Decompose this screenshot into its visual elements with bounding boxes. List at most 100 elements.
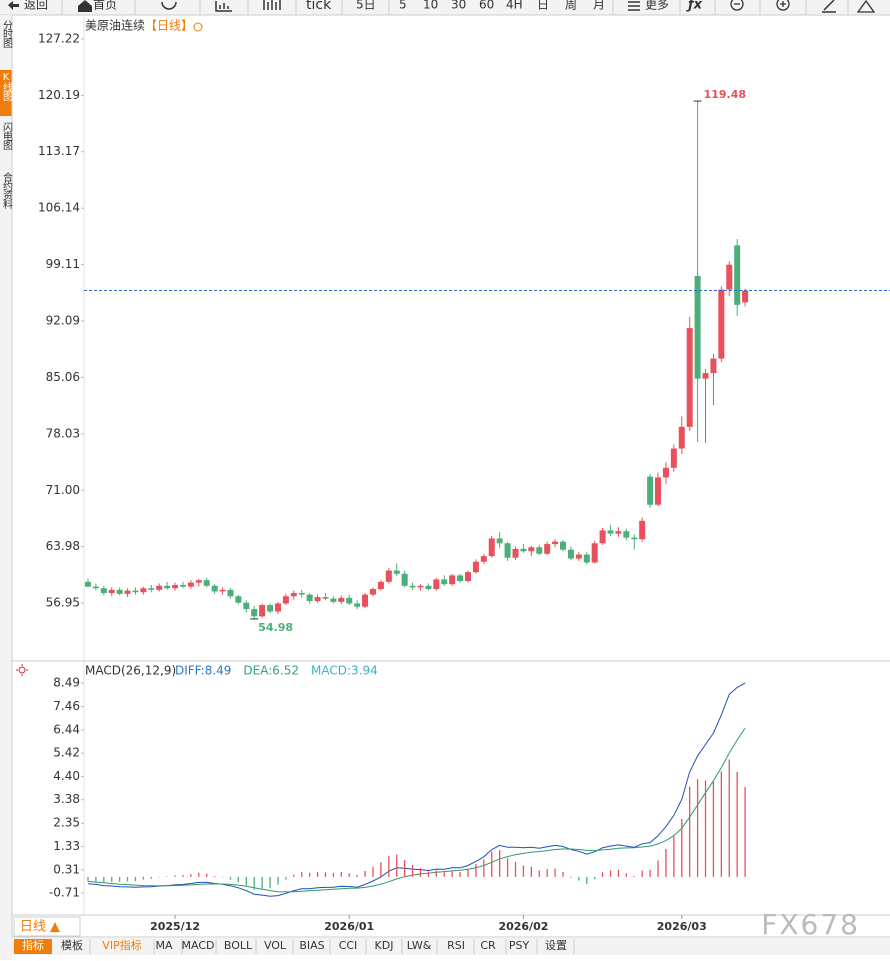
candle-body [195,580,202,583]
indicator-tab[interactable]: BIAS [299,939,324,952]
candle-body [306,594,313,602]
y-tick-label: 71.00 [46,483,80,497]
candle-body [187,582,194,587]
candle-body [623,531,630,538]
toolbar-button[interactable]: 30 [451,0,466,12]
indicator-tab[interactable]: MACD [182,939,215,952]
toolbar-buttons: 返回 首页 tick 5日 5 10 30 60 4H 日 周 月 更多 ƒx [24,0,876,15]
sidebar-tab[interactable]: 合约资料 [1,171,13,210]
candle-body [219,589,226,592]
candle-body [100,588,107,594]
indicator-tab[interactable]: VIP指标 [102,938,141,952]
indicator-tab[interactable]: CR [480,939,496,952]
indicator-tab[interactable]: 模板 [61,938,83,952]
toolbar-button[interactable]: 返回 [24,0,48,12]
candle-body [282,596,289,604]
legend-entry: DIFF:8.49 [175,664,231,678]
x-tick-label: 2026/03 [657,920,707,933]
candle-body [354,603,361,607]
candle-body [528,547,535,552]
toolbar-button[interactable]: tick [306,0,332,13]
fx-icon[interactable]: ƒx [686,0,703,13]
sidebar-tab[interactable]: 分时图 [1,20,13,49]
candle-body [488,538,495,557]
toolbar-button[interactable]: 首页 [93,0,117,12]
indicator-tab[interactable]: VOL [264,939,287,952]
x-tick-label: 2025/12 [150,920,200,933]
indicator-tab[interactable]: MA [155,939,172,952]
candle-body [84,581,91,587]
y-tick-label: 7.46 [53,699,80,713]
candle-body [433,579,440,590]
toolbar-button[interactable]: 周 [565,0,577,12]
candle-body [639,520,646,540]
y-tick-label: 63.98 [46,539,80,553]
indicator-tab[interactable]: PSY [509,939,530,952]
period-selector[interactable]: 日线 ▲ [20,920,60,935]
candle-body [227,589,234,597]
indicator-tab[interactable]: KDJ [375,939,394,952]
candle-body [132,590,139,593]
x-tick-label: 2026/01 [324,920,374,933]
indicator-tab[interactable]: CCI [339,939,358,952]
toolbar-button[interactable]: 60 [479,0,494,12]
candle-body [726,264,733,290]
candle-body [449,575,456,585]
indicator-tab[interactable]: LW& [407,939,432,952]
toolbar-button[interactable]: 4H [506,0,523,12]
y-tick-label: 78.03 [46,426,80,440]
chart-subtitle: 【日线】 [145,19,193,33]
candle-body [346,597,353,604]
candle-body [274,603,281,612]
candle-body [662,467,669,478]
candle-body [734,245,741,305]
sidebar-tab[interactable]: K线图 [1,72,13,102]
candle-body [243,602,250,610]
indicator-tab[interactable]: 指标 [22,938,44,952]
x-tick-label: 2026/02 [498,920,548,933]
candle-body [441,579,448,585]
candle-body [108,589,115,594]
candle-body [686,328,693,427]
candle-body [575,554,582,559]
y-tick-label: -0.71 [49,886,80,900]
candle-body [678,426,685,449]
candle-body [544,544,551,554]
candle-body [298,593,305,595]
candle-body [742,290,749,303]
candle-body [172,585,179,589]
indicator-tab[interactable]: BOLL [224,939,253,952]
candle-body [583,554,590,563]
toolbar-button[interactable]: 5日 [356,0,376,12]
candle-body [655,477,662,505]
candle-body [536,547,543,554]
candle-body [512,548,519,558]
candle-body [211,585,218,592]
y-tick-label: 2.35 [53,816,80,830]
candle-body [393,570,400,574]
toolbar-button[interactable]: 日 [537,0,549,12]
y-tick-label: 6.44 [53,722,80,736]
sidebar-tab[interactable]: 闪电图 [1,121,13,151]
candle-body [702,373,709,379]
y-tick-label: 4.40 [53,769,80,783]
candle-body [409,585,416,588]
candle-body [464,572,471,582]
toolbar-button[interactable]: 5 [399,0,407,12]
toolbar-button[interactable]: 10 [423,0,438,12]
indicator-tab[interactable]: 设置 [545,939,567,952]
candle-body [504,543,511,558]
indicator-tab[interactable]: RSI [447,939,465,952]
candle-body [330,598,337,602]
candle-body [567,549,574,559]
candle-body [92,586,99,589]
toolbar-button[interactable]: 月 [593,0,605,12]
y-tick-label: 5.42 [53,746,80,760]
candle-body [670,448,677,468]
y-tick-label: 8.49 [53,676,80,690]
candle-body [267,605,274,612]
candle-body [496,538,503,544]
candle-body [369,589,376,595]
toolbar-button[interactable]: 更多 [645,0,669,12]
